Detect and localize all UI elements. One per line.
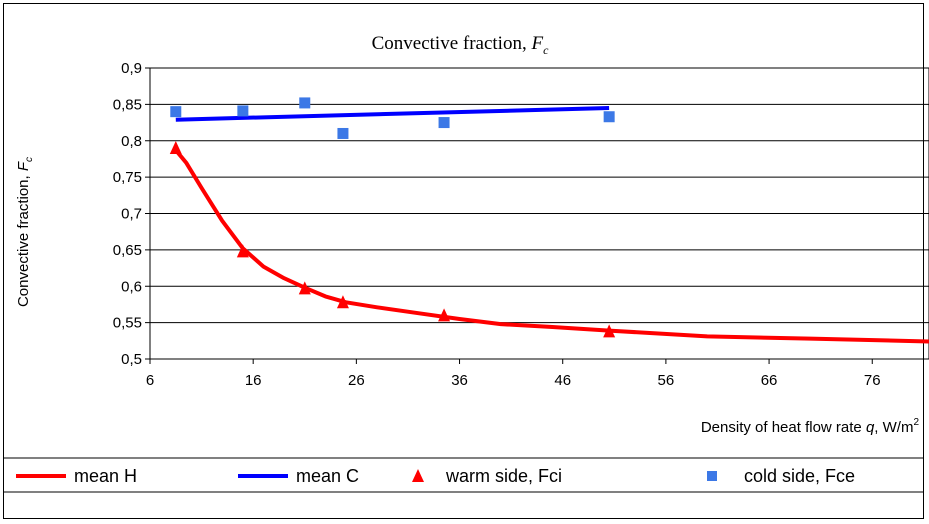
legend: mean H mean C warm side, Fci cold side, … [16, 466, 855, 486]
chart-title: Convective fraction, Fc [372, 33, 549, 57]
y-tick-label: 0,6 [121, 278, 142, 295]
legend-swatch-cold-side [707, 471, 717, 481]
series-line-mean-c [175, 106, 610, 122]
x-axis-label-unit: , W/m [874, 419, 913, 436]
data-point-warm-side-fci [236, 244, 249, 258]
x-axis-label: Density of heat flow rate q, W/m2 [701, 417, 920, 436]
x-tick-label: 36 [451, 372, 468, 389]
x-tick-label: 56 [658, 372, 675, 389]
axis-ticks: 0,5 0,55 0,6 0,65 0,7 0,75 0,8 0,85 0,9 6 16 26 36 46… [113, 60, 881, 389]
y-tick-label: 0,5 [121, 351, 142, 368]
data-point-cold-side-fce [237, 105, 249, 117]
x-axis-label-superscript: 2 [913, 417, 919, 428]
legend-label-mean-c: mean C [296, 466, 359, 486]
legend-item-mean-h: mean H [16, 466, 137, 486]
y-axis-label-symbol: F [15, 161, 32, 171]
data-point-cold-side-fce [438, 117, 450, 129]
x-tick-label: 46 [554, 372, 571, 389]
data-point-cold-side-fce [170, 106, 182, 118]
x-axis-label-text: Density of heat flow rate [701, 419, 866, 436]
y-tick-label: 0,7 [121, 206, 142, 223]
legend-label-warm-side: warm side, Fci [445, 466, 562, 486]
data-point-warm-side-fci [298, 281, 311, 295]
x-tick-label: 16 [245, 372, 262, 389]
chart-title-subscript: c [543, 43, 549, 57]
legend-item-warm-side: warm side, Fci [412, 466, 562, 486]
x-tick-label: 66 [761, 372, 778, 389]
chart-frame [3, 3, 924, 519]
series-layer [169, 97, 929, 344]
x-tick-label: 26 [348, 372, 365, 389]
y-axis-label-text: Convective fraction, [15, 171, 32, 307]
y-tick-label: 0,65 [113, 242, 142, 259]
y-tick-label: 0,85 [113, 96, 142, 113]
data-point-cold-side-fce [603, 111, 615, 123]
x-tick-label: 6 [146, 372, 154, 389]
y-axis-label: Convective fraction, Fc [15, 157, 35, 307]
legend-label-cold-side: cold side, Fce [744, 466, 855, 486]
data-point-warm-side-fci [438, 308, 451, 322]
chart-title-text: Convective fraction, [372, 33, 532, 54]
legend-item-cold-side: cold side, Fce [707, 466, 855, 486]
y-tick-label: 0,55 [113, 315, 142, 332]
y-tick-label: 0,8 [121, 133, 142, 150]
x-axis-label-symbol: q [866, 419, 875, 436]
data-point-warm-side-fci [336, 295, 349, 309]
data-point-warm-side-fci [603, 324, 616, 338]
legend-swatch-warm-side [412, 469, 424, 482]
legend-item-mean-c: mean C [238, 466, 359, 486]
data-point-cold-side-fce [337, 127, 349, 139]
data-point-cold-side-fce [299, 97, 311, 109]
chart-title-symbol: F [530, 33, 543, 54]
y-tick-label: 0,75 [113, 169, 142, 186]
grid [150, 67, 929, 324]
series-line-mean-h [174, 148, 929, 344]
y-axis-label-subscript: c [24, 157, 35, 162]
x-tick-label: 76 [864, 372, 881, 389]
data-point-warm-side-fci [169, 141, 182, 155]
legend-label-mean-h: mean H [74, 466, 137, 486]
y-tick-label: 0,9 [121, 60, 142, 77]
